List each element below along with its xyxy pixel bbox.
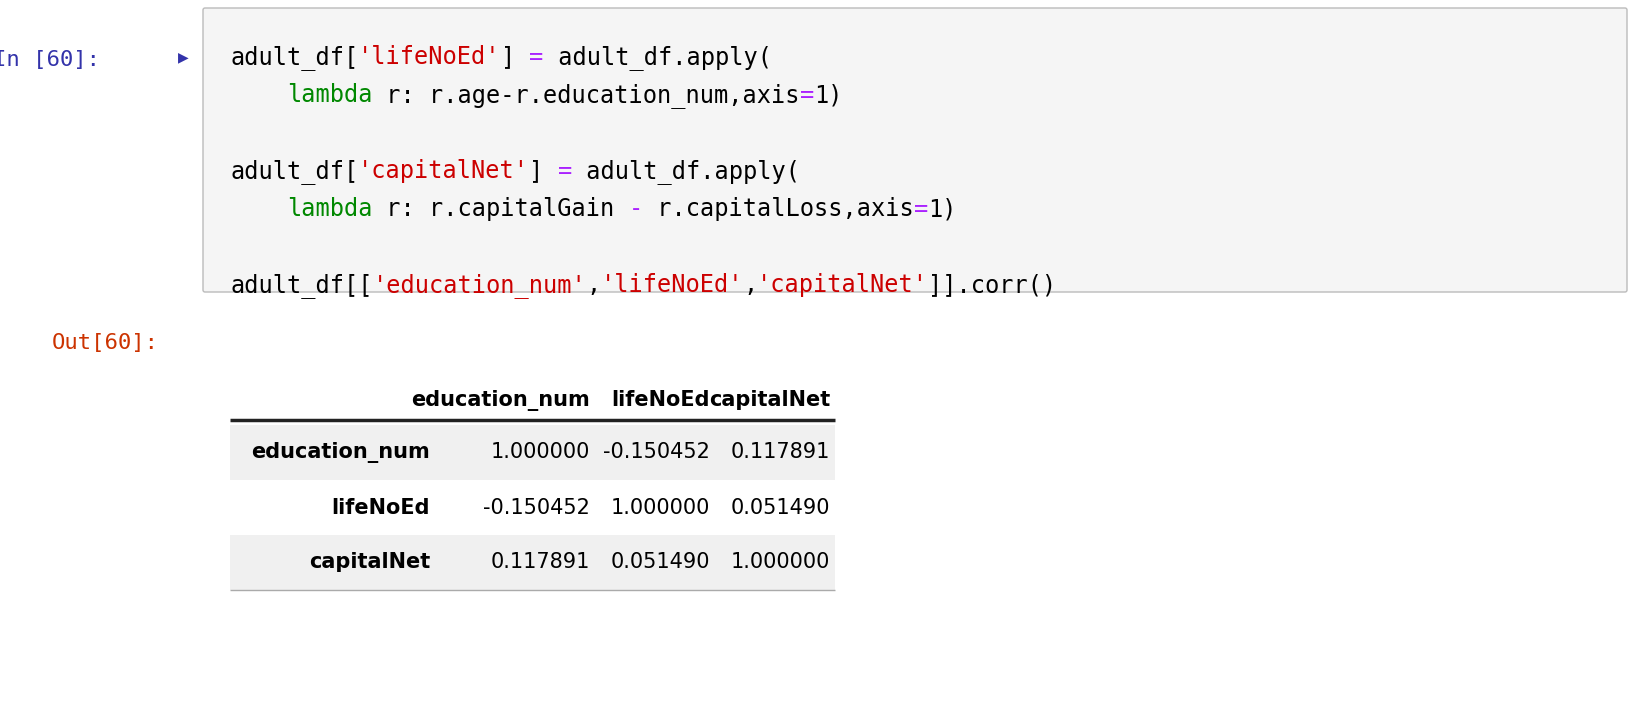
Text: adult_df[: adult_df[ bbox=[229, 159, 358, 184]
Bar bbox=[229, 535, 835, 590]
Text: =: = bbox=[558, 159, 573, 183]
Bar bbox=[229, 425, 835, 480]
Text: education_num: education_num bbox=[411, 390, 591, 411]
Text: 1.000000: 1.000000 bbox=[731, 552, 830, 572]
Text: 0.051490: 0.051490 bbox=[610, 552, 710, 572]
Text: 'education_num': 'education_num' bbox=[373, 273, 586, 298]
Text: ,: , bbox=[586, 273, 601, 297]
Text: =: = bbox=[914, 197, 929, 221]
Text: lifeNoEd: lifeNoEd bbox=[612, 390, 710, 410]
Text: =: = bbox=[800, 83, 813, 107]
Text: In [60]:: In [60]: bbox=[0, 50, 101, 70]
Text: 1.000000: 1.000000 bbox=[610, 498, 710, 518]
Text: 'capitalNet': 'capitalNet' bbox=[757, 273, 929, 297]
Text: r: r.age-r.education_num,axis: r: r.age-r.education_num,axis bbox=[373, 83, 800, 108]
Text: 0.117891: 0.117891 bbox=[731, 442, 830, 462]
Text: r.capitalLoss,axis: r.capitalLoss,axis bbox=[644, 197, 914, 221]
Text: 1): 1) bbox=[813, 83, 843, 107]
Bar bbox=[229, 480, 835, 535]
Text: capitalNet: capitalNet bbox=[309, 552, 431, 572]
FancyBboxPatch shape bbox=[203, 8, 1627, 292]
Text: 1): 1) bbox=[929, 197, 957, 221]
Text: lifeNoEd: lifeNoEd bbox=[332, 498, 431, 518]
Text: adult_df.apply(: adult_df.apply( bbox=[573, 159, 800, 184]
Text: =: = bbox=[530, 45, 543, 69]
Text: ▶: ▶ bbox=[178, 50, 188, 64]
Text: 'lifeNoEd': 'lifeNoEd' bbox=[358, 45, 500, 69]
Text: adult_df.apply(: adult_df.apply( bbox=[543, 45, 772, 70]
Text: ]: ] bbox=[530, 159, 558, 183]
Text: adult_df[[: adult_df[[ bbox=[229, 273, 373, 298]
Text: ]].corr(): ]].corr() bbox=[929, 273, 1056, 297]
Text: lambda: lambda bbox=[287, 83, 373, 107]
Text: education_num: education_num bbox=[251, 442, 431, 463]
Text: 1.000000: 1.000000 bbox=[490, 442, 591, 462]
Text: ,: , bbox=[742, 273, 757, 297]
Text: adult_df[: adult_df[ bbox=[229, 45, 358, 70]
Text: -0.150452: -0.150452 bbox=[604, 442, 710, 462]
Text: -0.150452: -0.150452 bbox=[483, 498, 591, 518]
Text: capitalNet: capitalNet bbox=[710, 390, 830, 410]
Text: r: r.capitalGain: r: r.capitalGain bbox=[373, 197, 629, 221]
Text: Out[60]:: Out[60]: bbox=[53, 333, 158, 353]
Text: 'lifeNoEd': 'lifeNoEd' bbox=[601, 273, 742, 297]
Text: 0.051490: 0.051490 bbox=[731, 498, 830, 518]
Text: 0.117891: 0.117891 bbox=[490, 552, 591, 572]
Text: ]: ] bbox=[500, 45, 530, 69]
Text: -: - bbox=[629, 197, 644, 221]
Text: lambda: lambda bbox=[287, 197, 373, 221]
Text: 'capitalNet': 'capitalNet' bbox=[358, 159, 530, 183]
